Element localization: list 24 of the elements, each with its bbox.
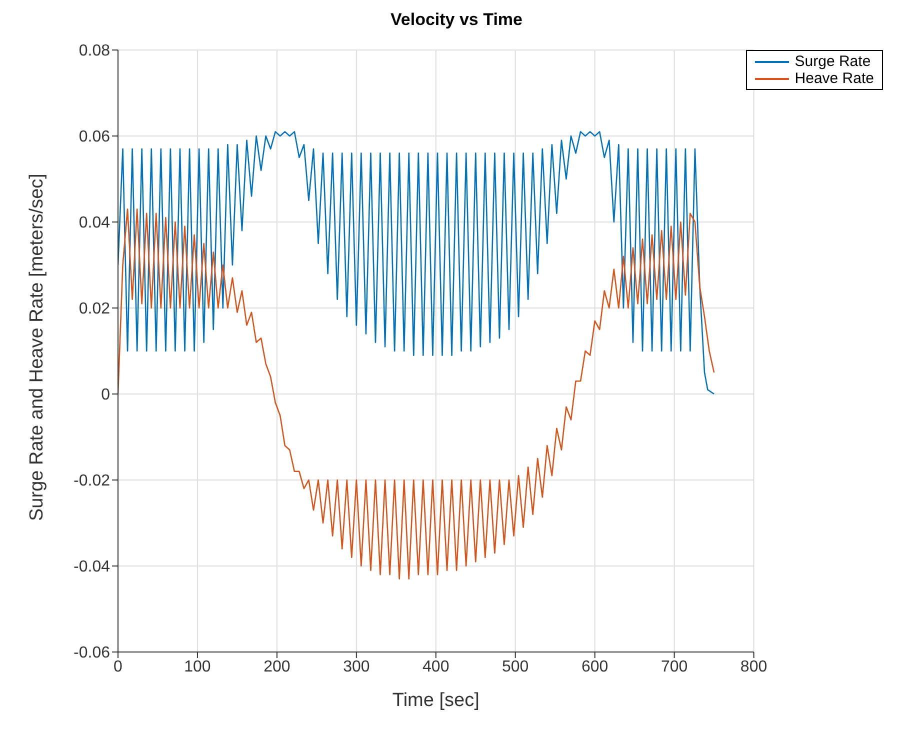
x-axis-title: Time [sec] (392, 690, 480, 711)
line-series (118, 131, 715, 395)
y-axis-title: Surge Rate and Heave Rate [meters/sec] (26, 174, 48, 521)
y-tick-label: 0 (101, 386, 110, 404)
x-tick-label: 800 (740, 658, 768, 676)
x-tick-label: 0 (114, 658, 123, 676)
x-tick-label: 300 (343, 658, 370, 676)
y-tick-label: -0.04 (74, 558, 110, 576)
y-tick-label: -0.02 (74, 472, 110, 490)
chart-title: Velocity vs Time (390, 10, 524, 30)
x-tick-label: 200 (264, 658, 290, 676)
legend-label: Surge Rate (794, 53, 871, 70)
x-tick-label: 600 (581, 658, 608, 676)
y-tick-label: -0.06 (74, 644, 110, 662)
line-series (118, 208, 715, 580)
x-tick-label: 700 (660, 658, 688, 676)
y-tick-label: 0.06 (78, 128, 110, 146)
x-tick-label: 400 (422, 658, 450, 676)
x-tick-label: 500 (502, 658, 529, 676)
y-tick-label: 0.04 (78, 214, 110, 232)
legend-label: Heave Rate (794, 70, 874, 87)
x-tick-label: 100 (184, 658, 211, 676)
y-tick-label: 0.02 (78, 300, 110, 318)
y-tick-label: 0.08 (78, 42, 110, 60)
